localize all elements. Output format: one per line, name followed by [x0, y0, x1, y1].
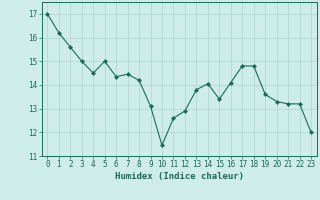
X-axis label: Humidex (Indice chaleur): Humidex (Indice chaleur) [115, 172, 244, 181]
